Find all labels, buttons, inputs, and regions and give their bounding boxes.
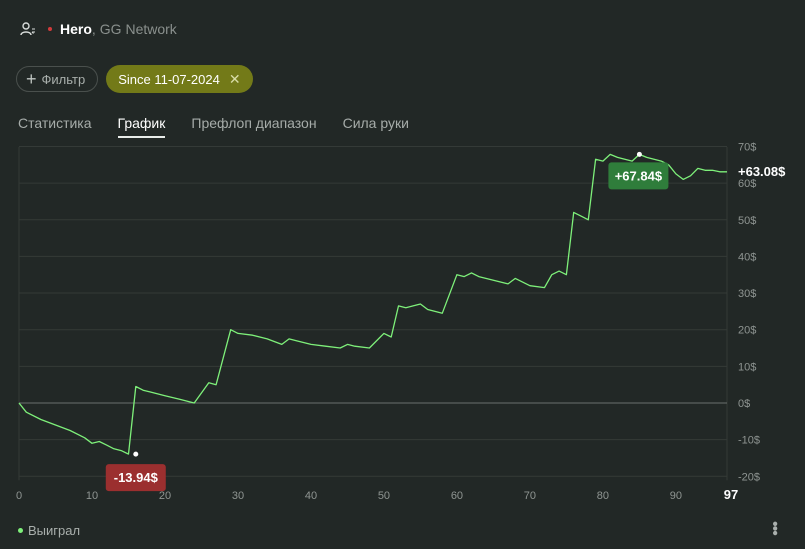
legend-dot bbox=[18, 528, 23, 533]
y-tick-label: 60$ bbox=[738, 178, 756, 190]
tab-chart[interactable]: График bbox=[117, 115, 166, 138]
x-tick-label: 60 bbox=[451, 490, 463, 502]
plus-icon: + bbox=[26, 69, 37, 89]
x-tick-label: 30 bbox=[232, 490, 244, 502]
winnings-chart: 70$ 60$ 50$ 40$ 30$ 20$ 10$ 0$ -10$ -20$ 0 10 20 30 40… bbox=[16, 142, 786, 502]
series-line bbox=[18, 153, 727, 455]
name-separator: , bbox=[91, 21, 96, 37]
y-tick-label: 50$ bbox=[738, 215, 756, 227]
min-label-box bbox=[105, 464, 166, 492]
player-name: Hero bbox=[60, 21, 92, 37]
x-tick-label: 20 bbox=[159, 490, 171, 502]
tab-hand-strength[interactable]: Сила руки bbox=[342, 115, 409, 131]
player-header: Hero , GG Network bbox=[20, 18, 177, 40]
y-tick-label: -10$ bbox=[738, 435, 760, 447]
last-value-label: +63.08$ bbox=[738, 164, 786, 179]
x-tick-label: 70 bbox=[524, 490, 536, 502]
close-icon[interactable]: ✕ bbox=[228, 70, 241, 87]
tab-bar: Статистика График Префлоп диапазон Сила … bbox=[18, 115, 435, 138]
user-switch-icon[interactable] bbox=[20, 21, 36, 37]
min-label: -13.94$ bbox=[114, 470, 159, 485]
filter-bar: + Фильтр Since 11-07-2024 ✕ bbox=[16, 65, 253, 93]
y-tick-label: -20$ bbox=[738, 471, 760, 483]
more-options-icon[interactable]: ••• bbox=[766, 521, 783, 535]
date-filter-chip[interactable]: Since 11-07-2024 ✕ bbox=[106, 65, 253, 93]
x-tick-label: 0 bbox=[16, 490, 22, 502]
network-name: GG Network bbox=[99, 21, 177, 37]
x-tick-label: 10 bbox=[86, 490, 98, 502]
x-tick-label: 90 bbox=[670, 490, 682, 502]
add-filter-button[interactable]: + Фильтр bbox=[16, 66, 99, 92]
max-point bbox=[636, 151, 642, 157]
max-label: +67.84$ bbox=[615, 168, 663, 183]
date-filter-label: Since 11-07-2024 bbox=[118, 71, 220, 87]
y-tick-label: 30$ bbox=[738, 288, 756, 300]
tab-statistics[interactable]: Статистика bbox=[18, 115, 92, 131]
y-tick-label: 40$ bbox=[738, 251, 756, 263]
min-point bbox=[133, 451, 139, 457]
x-tick-label: 80 bbox=[597, 490, 609, 502]
x-tick-label: 97 bbox=[724, 487, 738, 502]
y-tick-label: 0$ bbox=[738, 398, 750, 410]
status-dot bbox=[48, 27, 52, 31]
x-tick-label: 40 bbox=[305, 490, 317, 502]
y-tick-label: 10$ bbox=[738, 361, 756, 373]
y-tick-label: 20$ bbox=[738, 325, 756, 337]
chart-legend: Выиграл bbox=[18, 523, 80, 538]
x-tick-label: 50 bbox=[378, 490, 390, 502]
max-label-box bbox=[608, 162, 669, 190]
add-filter-label: Фильтр bbox=[41, 71, 86, 87]
y-tick-label: 70$ bbox=[738, 142, 756, 153]
legend-label: Выиграл bbox=[28, 523, 81, 538]
tab-preflop-range[interactable]: Префлоп диапазон bbox=[191, 115, 317, 131]
